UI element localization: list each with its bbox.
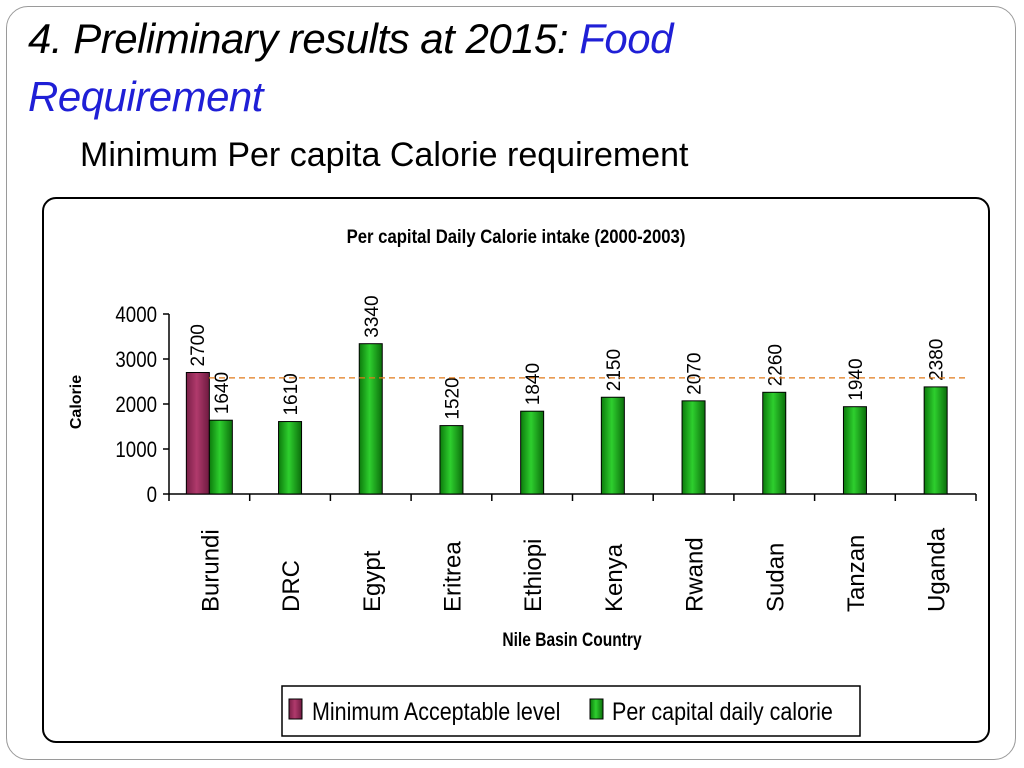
data-label-daily: 3340 [362,295,383,337]
slide-title: 4. Preliminary results at 2015: Food Requ… [28,10,928,126]
x-category-label: Eritrea [439,541,466,612]
title-text: 4. Preliminary results at 2015: [28,15,580,62]
data-label-daily: 2380 [927,339,948,381]
bar-minimum-burundi [185,372,210,495]
bar-chart: Per capital Daily Calorie intake (2000-2… [68,226,977,737]
x-category-label: Ethiopi [520,539,547,612]
x-category-label: Rwand [682,537,709,612]
y-tick-label: 2000 [115,394,157,418]
bar-daily-uganda [923,386,948,495]
x-category-label: Sudan [762,543,789,612]
x-category-label: Uganda [924,527,951,612]
data-label-daily: 2260 [765,344,786,386]
x-category-label: Burundi [197,529,224,612]
y-tick-label: 0 [147,484,157,508]
bar-daily-sudan [762,391,787,495]
data-label-daily: 1520 [442,377,463,419]
legend-label-minimum: Minimum Acceptable level [312,697,560,725]
bar-daily-burundi [208,419,233,495]
data-label-daily: 1940 [846,358,867,400]
data-label-daily: 1610 [281,373,302,415]
y-axis-label: Calorie [68,375,85,429]
x-axis-label: Nile Basin Country [502,629,642,651]
chart-legend: Minimum Acceptable level Per capital dai… [281,685,861,737]
bar-daily-ethiopi [520,410,545,495]
legend-box [281,685,861,737]
y-tick-label: 1000 [115,439,157,463]
legend-swatch-minimum [288,698,303,720]
title-accent: Food [579,15,673,62]
data-label-minimum: 2700 [188,324,209,366]
chart-frame: Per capital Daily Calorie intake (2000-2… [42,197,990,743]
bar-daily-drc [278,421,303,495]
chart-title: Per capital Daily Calorie intake (2000-2… [347,226,686,247]
slide-frame [6,6,1016,760]
legend-swatch-daily [589,698,604,720]
data-label-daily: 1840 [523,363,544,405]
y-tick-label: 4000 [115,304,157,328]
title-accent-line2: Requirement [28,73,263,120]
x-category-label: Tanzan [843,535,870,612]
bar-daily-tanzan [842,406,867,495]
x-category-label: Kenya [601,543,628,612]
slide-subtitle: Minimum Per capita Calorie requirement [80,136,689,174]
data-label-daily: 2150 [604,349,625,391]
y-tick-label: 3000 [115,349,157,373]
legend-label-daily: Per capital daily calorie [612,697,833,725]
data-label-daily: 1640 [212,372,233,414]
data-label-daily: 2070 [685,353,706,395]
bar-daily-eritrea [439,425,464,495]
x-category-label: DRC [278,560,305,612]
x-category-label: Egypt [359,550,386,612]
bar-daily-egypt [358,343,383,495]
bar-daily-rwand [681,400,706,495]
bar-daily-kenya [600,396,625,495]
